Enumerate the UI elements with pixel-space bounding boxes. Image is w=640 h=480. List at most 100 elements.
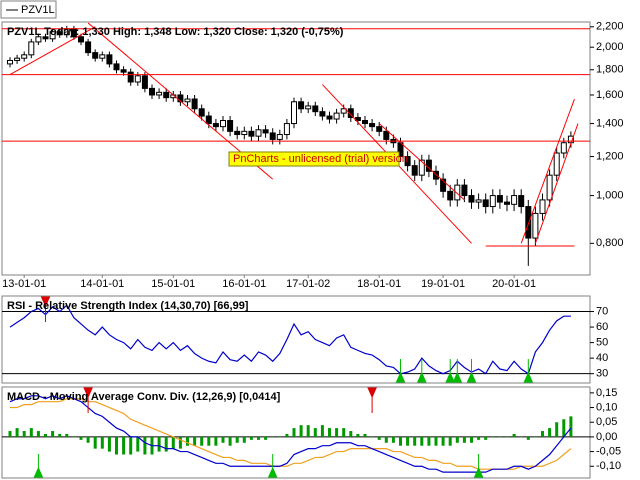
tab-label[interactable]: PZV1L (21, 4, 55, 16)
candle-body (305, 105, 312, 110)
candle-body (546, 174, 553, 201)
y-tick-label: 2,000 (596, 41, 624, 53)
histogram-bar (356, 433, 360, 437)
histogram-bar (285, 433, 289, 437)
watermark: PnCharts - unlicensed (trial) version (233, 153, 408, 165)
rsi-panel (1, 295, 591, 384)
x-tick-label: 17-01-02 (286, 278, 330, 290)
candle-body (134, 75, 141, 83)
histogram-bar (257, 436, 260, 440)
candle-body (362, 120, 368, 125)
candle-body (312, 105, 319, 113)
trend-line (520, 98, 575, 244)
candle-body (532, 212, 539, 239)
histogram-bar (569, 416, 573, 437)
histogram-bar (306, 425, 310, 437)
candle-body (525, 206, 532, 239)
histogram-bar (264, 436, 268, 440)
histogram-bar (122, 436, 126, 455)
histogram-bar (399, 436, 402, 446)
histogram-bar (93, 436, 97, 449)
candle-body (220, 120, 226, 128)
candle-body (504, 201, 510, 205)
histogram-bar (391, 436, 395, 443)
histogram-bar (519, 436, 523, 438)
sell-signal (40, 296, 51, 322)
histogram-bar (228, 436, 232, 446)
candle-body (433, 170, 439, 180)
macd-panel (1, 386, 591, 479)
histogram-bar (157, 436, 161, 452)
histogram-bar (79, 436, 83, 440)
y-tick-label: 1,400 (596, 117, 624, 129)
histogram-bar (44, 433, 47, 437)
tab[interactable] (0, 0, 57, 19)
candle-body (184, 98, 191, 103)
panel-title: PZV1L Today: 1,330 High: 1,348 Low: 1,32… (7, 26, 344, 38)
candle-body (56, 31, 63, 36)
candle-body (28, 41, 35, 56)
candle-body (78, 36, 84, 43)
histogram-bar (384, 436, 388, 443)
candle-body (333, 112, 340, 120)
buy-signal (395, 359, 406, 383)
histogram-bar (51, 431, 55, 437)
histogram-bar (420, 436, 424, 446)
candle-body (447, 190, 454, 201)
histogram-bar (214, 436, 218, 446)
candle-body (141, 75, 148, 89)
histogram-bar (491, 436, 495, 438)
candle-body (120, 69, 127, 73)
y-tick-label: 1,000 (596, 189, 624, 201)
price-panel (1, 21, 591, 276)
candle-body (347, 108, 354, 119)
histogram-bar (129, 436, 133, 455)
histogram-bar (136, 436, 140, 452)
histogram-bar (413, 436, 417, 446)
histogram-bar (221, 436, 225, 443)
candle-body (461, 184, 468, 197)
candle-body (518, 195, 525, 208)
sell-signal (83, 387, 93, 413)
histogram-bar (115, 436, 118, 455)
histogram-bar (65, 433, 69, 437)
candle-body (106, 54, 113, 65)
histogram-bar (249, 436, 253, 440)
histogram-bar (562, 419, 566, 437)
candle-body (418, 159, 425, 176)
candle-body (553, 152, 560, 176)
histogram-bar (555, 422, 559, 437)
candle-body (340, 108, 347, 114)
candle-body (383, 130, 390, 140)
candle-body (234, 130, 241, 136)
histogram-bar (526, 436, 530, 440)
histogram-bar (186, 436, 189, 446)
candle-body (156, 91, 163, 96)
candle-body (149, 87, 155, 96)
histogram-bar (235, 436, 239, 443)
candle-body (35, 36, 42, 43)
histogram-bar (8, 431, 12, 437)
y-tick-label: 1,600 (596, 89, 624, 101)
candle-body (92, 52, 99, 59)
histogram-bar (207, 436, 211, 446)
candle-body (127, 71, 134, 83)
x-tick-label: 18-01-01 (357, 278, 401, 290)
histogram-bar (320, 425, 324, 437)
histogram-bar (548, 428, 552, 437)
candle-body (319, 111, 326, 117)
buy-signal (417, 359, 427, 383)
x-tick-label: 15-01-01 (151, 278, 195, 290)
histogram-bar (292, 428, 296, 437)
candle-body (241, 130, 248, 136)
histogram-bar (178, 436, 182, 449)
buy-signal (523, 359, 534, 383)
candle-body (276, 134, 283, 140)
candle-body (468, 195, 475, 203)
candle-body (482, 199, 489, 208)
y-tick-label: -0,05 (596, 445, 621, 457)
histogram-bar (29, 428, 33, 437)
y-tick-label: 0,00 (596, 431, 617, 443)
